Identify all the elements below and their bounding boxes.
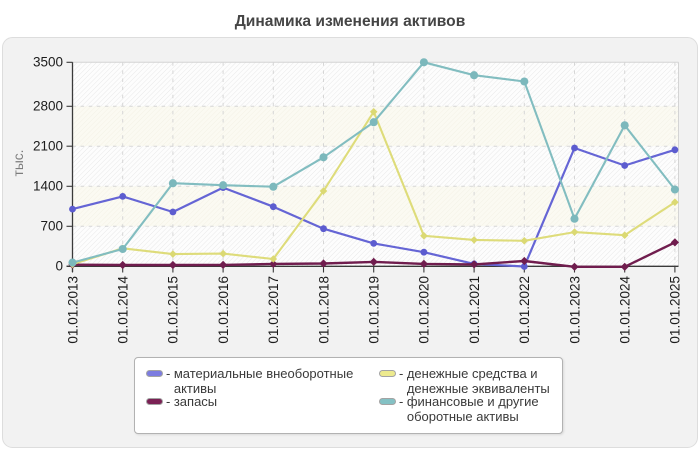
svg-text:01.01.2018: 01.01.2018	[316, 276, 331, 344]
svg-text:Динамика изменения активов: Динамика изменения активов	[235, 13, 466, 30]
svg-text:01.01.2023: 01.01.2023	[567, 276, 582, 344]
svg-text:3500: 3500	[33, 55, 63, 70]
svg-text:2800: 2800	[33, 99, 63, 114]
svg-text:01.01.2019: 01.01.2019	[367, 276, 382, 344]
svg-text:01.01.2021: 01.01.2021	[467, 276, 482, 344]
svg-text:01.01.2017: 01.01.2017	[266, 276, 281, 344]
svg-text:01.01.2014: 01.01.2014	[116, 276, 131, 344]
svg-text:01.01.2025: 01.01.2025	[668, 276, 683, 344]
svg-text:01.01.2022: 01.01.2022	[517, 276, 532, 344]
svg-text:тыс.: тыс.	[11, 150, 26, 177]
svg-text:01.01.2016: 01.01.2016	[216, 276, 231, 344]
svg-text:01.01.2015: 01.01.2015	[166, 276, 181, 344]
svg-text:01.01.2020: 01.01.2020	[417, 276, 432, 344]
svg-text:1400: 1400	[33, 179, 63, 194]
svg-text:01.01.2024: 01.01.2024	[618, 276, 633, 344]
svg-text:01.01.2013: 01.01.2013	[65, 276, 80, 344]
svg-text:700: 700	[40, 219, 63, 234]
svg-text:0: 0	[55, 259, 63, 274]
svg-text:2100: 2100	[33, 139, 63, 154]
